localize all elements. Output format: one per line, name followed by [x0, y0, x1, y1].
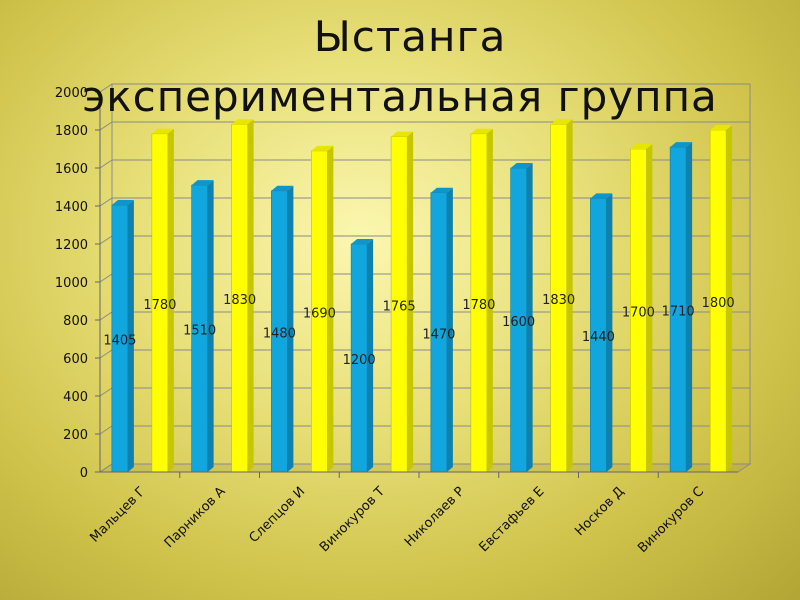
y-tick-label: 1800 [55, 124, 88, 139]
bar [350, 239, 374, 473]
x-tick-label: Николаев Р [402, 484, 468, 550]
bar-top [430, 187, 453, 193]
data-label: 1600 [502, 315, 535, 330]
bar-side [526, 163, 533, 472]
y-tick-label: 600 [63, 352, 88, 367]
bar-side [167, 128, 174, 473]
bar-top [311, 145, 334, 151]
bar-side [207, 180, 214, 472]
data-label: 1700 [622, 306, 655, 321]
bar-side [646, 144, 653, 472]
data-label: 1780 [143, 298, 176, 313]
bar [271, 185, 294, 473]
bar [630, 144, 653, 473]
y-tick-label: 0 [80, 466, 88, 481]
y-tick-label: 800 [63, 314, 88, 329]
gridline [99, 197, 750, 207]
bar-top [630, 144, 653, 149]
x-tick-label: Винокуров Т [317, 484, 388, 555]
y-tick-label: 1400 [55, 200, 88, 215]
bar-top [670, 142, 693, 148]
bar [231, 119, 254, 473]
x-tick-label: Слепцов И [247, 484, 309, 546]
bar-top [111, 200, 134, 206]
bar-top [231, 119, 254, 125]
bar [550, 119, 573, 473]
bar-side [367, 239, 374, 472]
data-label: 1405 [103, 334, 136, 349]
y-tick-label: 1200 [55, 238, 88, 253]
gridline [99, 159, 750, 169]
bar-top [510, 163, 533, 168]
x-tick-label: Носков Д [572, 484, 627, 539]
bar-side [726, 125, 733, 472]
bar-top [710, 125, 733, 130]
data-label: 1200 [343, 353, 376, 368]
bar-top [550, 119, 573, 125]
gridline [99, 83, 750, 93]
bar [669, 142, 693, 473]
data-label: 1780 [462, 298, 495, 313]
y-tick-label: 400 [63, 390, 88, 405]
x-tick-label: Парников А [162, 484, 229, 551]
bar-top [391, 131, 414, 137]
bar-side [566, 119, 573, 473]
bar-top [351, 239, 374, 244]
chart-title-line-2: экспериментальная группа [82, 72, 718, 121]
y-tick-label: 1000 [55, 276, 88, 291]
bar-side [247, 119, 254, 473]
y-tick-label: 200 [63, 428, 88, 443]
bar-top [470, 128, 493, 134]
x-tick-label: Винокуров С [635, 484, 707, 556]
bar-side [486, 128, 493, 473]
bar-side [407, 131, 414, 472]
bar-top [271, 185, 294, 191]
y-tick-label: 2000 [55, 86, 88, 101]
data-label: 1830 [223, 293, 256, 308]
data-label: 1440 [582, 330, 615, 345]
bar-top [191, 180, 214, 186]
data-label: 1690 [303, 306, 336, 321]
bar-side [327, 145, 334, 472]
data-label: 1710 [662, 305, 695, 320]
y-tick-label: 1600 [55, 162, 88, 177]
gridline [99, 121, 750, 131]
bar-top [590, 193, 613, 199]
bar-side [606, 193, 613, 472]
data-label: 1480 [263, 326, 296, 341]
x-tick-label: Мальцев Г [87, 484, 148, 545]
data-label: 1800 [702, 296, 735, 311]
chart-title-line-1: Ыстанга [313, 12, 507, 61]
bar [111, 200, 134, 473]
data-label: 1765 [383, 299, 416, 314]
bar [390, 131, 414, 473]
bar-side [686, 142, 693, 472]
bar-side [287, 185, 294, 473]
data-label: 1470 [422, 327, 455, 342]
data-label: 1510 [183, 324, 216, 339]
bar [151, 128, 174, 473]
bar-side [446, 187, 453, 472]
bar-side [127, 200, 134, 473]
data-label: 1830 [542, 293, 575, 308]
bar [311, 145, 334, 473]
bar [709, 125, 733, 473]
bar-top [151, 128, 174, 134]
x-tick-label: Евстафьев Е [476, 484, 547, 555]
